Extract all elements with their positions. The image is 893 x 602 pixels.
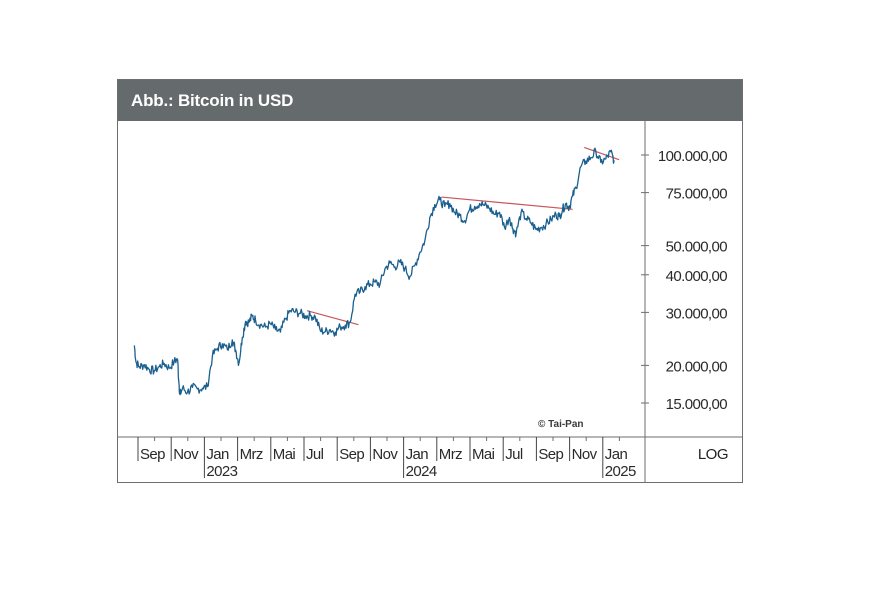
y-tick-label: 50.000,00	[666, 239, 728, 256]
x-tick-label: Jul	[505, 446, 523, 463]
x-tick-label: Mrz	[439, 446, 462, 463]
x-tick-label: Sep	[339, 446, 364, 463]
x-tick-label: Nov	[173, 446, 199, 463]
x-year-label: 2025	[605, 463, 636, 480]
trendline	[441, 196, 573, 210]
x-tick-label: Sep	[140, 446, 165, 463]
y-axis: 100.000,00 75.000,00 50.000,00 40.000,00 30.…	[641, 148, 728, 413]
y-tick-label: 15.000,00	[666, 396, 728, 413]
series-line-bitcoin	[133, 147, 615, 396]
x-tick-label: Mai	[273, 446, 296, 463]
y-tick-label: 40.000,00	[666, 268, 728, 285]
y-tick-label: 100.000,00	[658, 148, 727, 165]
x-tick-label: Jul	[306, 446, 324, 463]
x-tick-label: Nov	[372, 446, 398, 463]
x-tick-label: Jan	[605, 446, 628, 463]
chart-frame: Abb.: Bitcoin in USD	[117, 79, 743, 483]
y-tick-label: 75.000,00	[666, 186, 728, 203]
x-tick-label: Mrz	[240, 446, 263, 463]
copyright-label: © Tai-Pan	[538, 419, 584, 430]
chart-title: Abb.: Bitcoin in USD	[131, 91, 294, 110]
x-tick-label: Jan	[206, 446, 229, 463]
scale-type-label: LOG	[698, 446, 728, 463]
y-tick-label: 20.000,00	[666, 358, 728, 375]
x-year-label: 2024	[406, 463, 437, 480]
y-tick-label: 30.000,00	[666, 305, 728, 322]
chart-grid-lines	[118, 120, 742, 482]
x-tick-label: Sep	[538, 446, 563, 463]
x-tick-label: Nov	[572, 446, 598, 463]
x-tick-label: Mai	[472, 446, 495, 463]
x-tick-label: Jan	[406, 446, 429, 463]
chart-header: Abb.: Bitcoin in USD	[118, 80, 742, 121]
x-year-label: 2023	[206, 463, 237, 480]
